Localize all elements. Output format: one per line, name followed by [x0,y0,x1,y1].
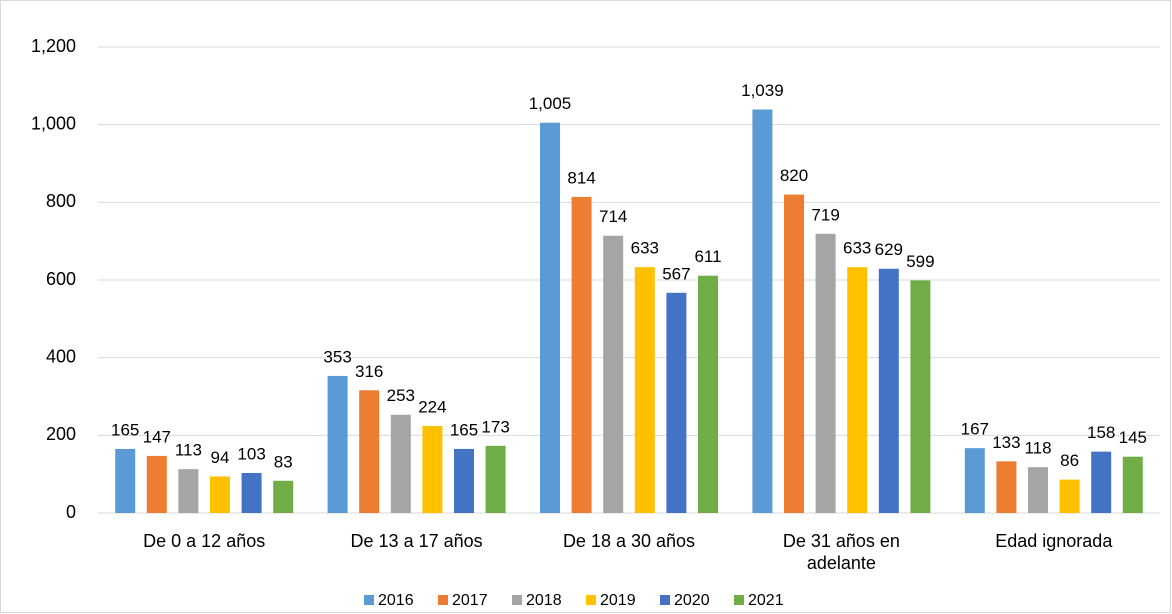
data-label: 83 [274,452,293,471]
legend-swatch [512,595,522,605]
data-label: 353 [323,347,351,366]
legend-label: 2017 [452,592,488,609]
legend-label: 2016 [378,592,414,609]
legend-swatch [660,595,670,605]
bar [698,275,718,513]
bar [1122,456,1143,513]
data-label: 567 [662,264,690,283]
data-label: 611 [694,247,721,266]
bar [1091,451,1112,513]
bar [273,480,294,513]
data-label: 1,005 [529,94,572,113]
data-label: 633 [843,239,871,258]
bar [115,448,136,513]
bar [784,194,804,514]
data-label: 719 [811,205,839,224]
data-label: 814 [567,168,595,187]
bar [603,235,624,514]
data-label: 599 [906,252,934,271]
data-label: 316 [355,362,383,381]
bar [910,280,931,513]
data-label: 147 [143,427,171,446]
y-tick-label: 400 [46,346,76,366]
bar [815,233,836,513]
bar [752,109,773,513]
data-label: 1,039 [741,81,784,100]
data-label: 629 [875,240,903,259]
bar [454,448,474,513]
bar [146,455,167,513]
data-label: 167 [961,420,989,439]
bar [422,426,443,513]
bar [327,375,348,513]
legend-label: 2020 [674,592,710,609]
data-label: 133 [992,433,1020,452]
bar [571,196,592,513]
data-label: 145 [1119,428,1147,447]
legend-label: 2021 [748,592,784,609]
data-label: 113 [175,441,202,460]
bar [390,414,411,513]
x-tick-label: De 18 a 30 años [562,531,696,551]
x-tick-label: De 0 a 12 años [143,531,266,551]
y-tick-label: 800 [46,191,76,211]
y-tick-label: 200 [46,424,76,444]
data-label: 86 [1060,451,1079,470]
legend-swatch [438,595,448,605]
data-label: 714 [599,207,627,226]
legend-label: 2018 [526,592,562,609]
data-label: 118 [1024,439,1051,458]
bar [241,473,262,513]
legend-swatch [734,595,744,605]
bar [178,469,199,513]
data-label: 820 [780,166,808,185]
bar [847,267,868,513]
data-label: 165 [450,420,478,439]
bar [996,461,1017,513]
bar [634,267,655,513]
data-label: 94 [211,448,230,467]
y-tick-label: 0 [66,502,76,522]
data-label: 158 [1087,423,1115,442]
data-label: 165 [111,420,139,439]
data-label: 224 [418,397,446,416]
x-tick-label: De 31 años en adelante [782,531,900,573]
data-label: 253 [387,386,415,405]
y-tick-label: 600 [46,269,76,289]
bar [540,122,560,513]
legend-swatch [586,595,596,605]
data-label: 103 [237,444,265,463]
data-label: 633 [631,239,659,258]
y-tick-label: 1,000 [31,113,76,133]
bar [1059,479,1080,513]
y-tick-label: 1,200 [31,36,76,56]
legend-swatch [364,595,374,605]
legend-label: 2019 [600,592,636,609]
x-tick-label: De 13 a 17 años [350,531,483,551]
bar [1028,467,1048,513]
bar [878,268,899,513]
x-tick-label: Edad ignorada [995,531,1113,551]
bar [359,390,380,513]
bar [210,476,230,513]
bar [964,448,985,513]
data-label: 173 [481,417,509,436]
bar [666,292,687,513]
bar [485,445,506,513]
